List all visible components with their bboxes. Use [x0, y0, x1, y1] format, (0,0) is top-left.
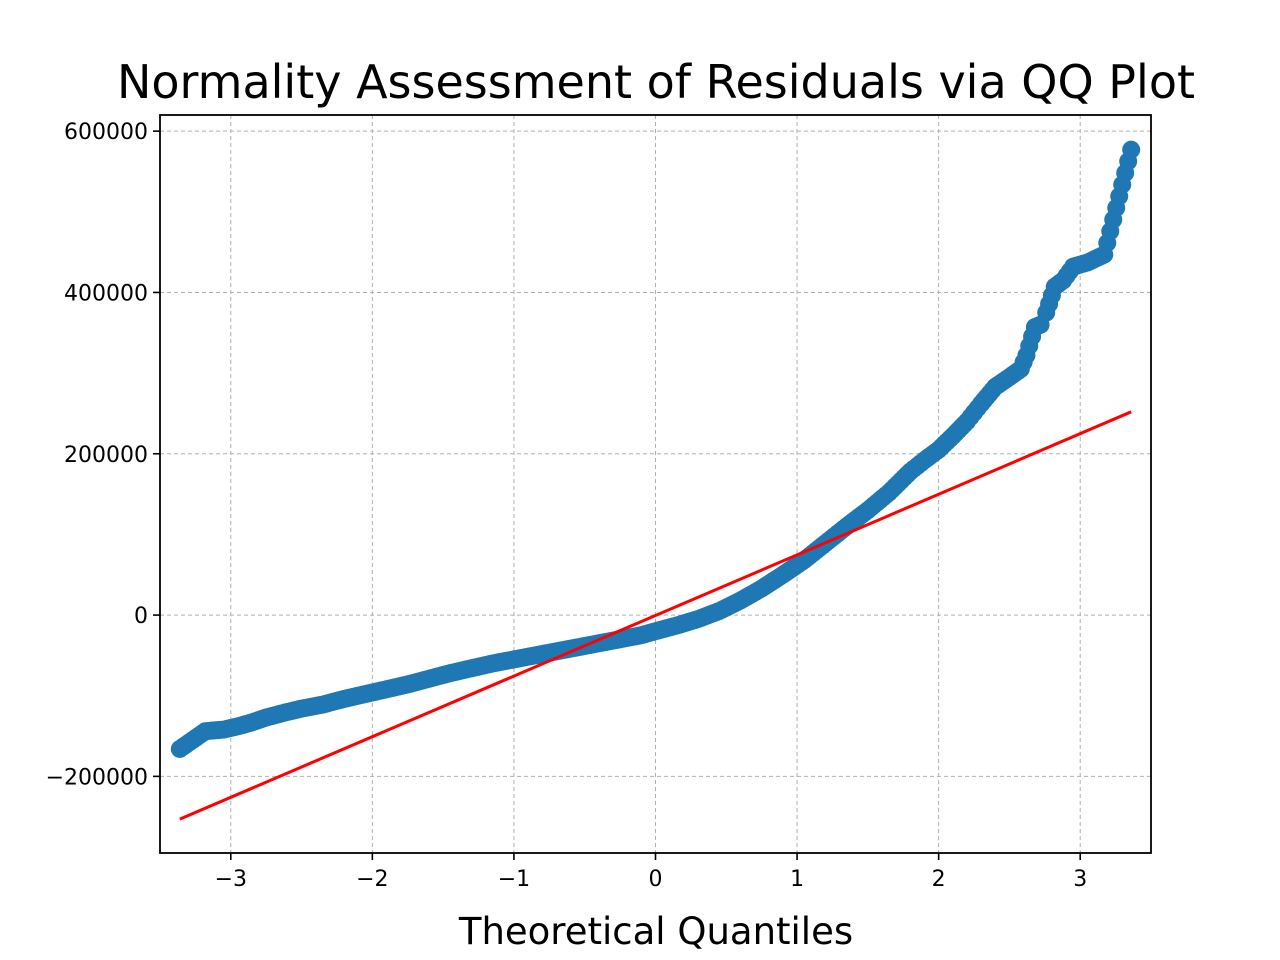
x-tick-label: 3: [1073, 867, 1087, 892]
x-tick-label: −2: [356, 867, 388, 892]
x-tick-label: 0: [649, 867, 663, 892]
reference-line: [179, 410, 1132, 821]
y-tick-label: 200000: [64, 443, 148, 468]
data-points: [170, 140, 1141, 758]
x-axis-label: Theoretical Quantiles: [458, 910, 853, 953]
chart-title: Normality Assessment of Residuals via QQ…: [117, 55, 1195, 109]
data-point: [1122, 140, 1141, 159]
y-tick-label: 0: [134, 604, 148, 629]
x-tick-label: −3: [215, 867, 247, 892]
y-tick-label: −200000: [46, 765, 148, 790]
plot-frame: [159, 114, 1152, 854]
y-tick-label: 600000: [64, 120, 148, 145]
y-tick-label: 400000: [64, 281, 148, 306]
reference-line-layer: [179, 410, 1132, 821]
axes: −3 −2 −1 0 1 2 3 −200000 0 200000 400000 600000: [46, 120, 1088, 892]
x-tick-label: 1: [790, 867, 804, 892]
x-tick-label: −1: [498, 867, 530, 892]
grid-lines: [160, 115, 1151, 853]
x-tick-label: 2: [932, 867, 946, 892]
